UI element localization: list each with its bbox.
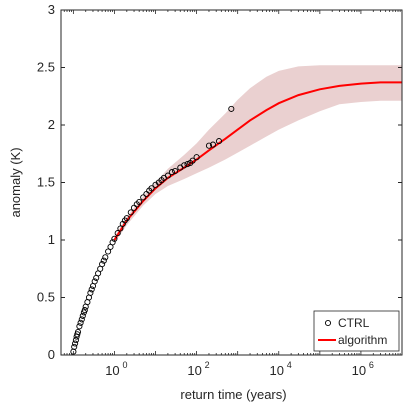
ctrl-point	[78, 316, 85, 323]
ctrl-point	[114, 230, 121, 237]
ctrl-point	[228, 105, 235, 112]
ctrl-point	[79, 312, 86, 319]
x-axis-title: return time (years)	[180, 387, 286, 402]
ctrl-point	[77, 319, 84, 326]
ctrl-point	[72, 337, 79, 344]
ctrl-point	[172, 167, 179, 175]
y-tick-label: 1	[48, 232, 55, 247]
ctrl-point	[88, 286, 95, 293]
ctrl-point	[74, 328, 82, 336]
ctrl-point	[205, 142, 213, 149]
legend-ctrl-label: CTRL	[338, 316, 370, 330]
y-tick-label: 0.5	[37, 290, 55, 305]
legend-box	[313, 310, 400, 352]
ctrl-point	[140, 194, 147, 201]
ctrl-points-layer	[70, 105, 235, 355]
ctrl-point	[76, 323, 83, 330]
ctrl-point	[71, 343, 78, 350]
ctrl-point	[81, 307, 88, 314]
y-tick-label: 3	[48, 2, 55, 17]
ctrl-point	[91, 278, 98, 285]
legend: CTRL algorithm	[313, 310, 400, 352]
ctrl-point	[109, 239, 116, 246]
x-tick-label: 10	[352, 363, 366, 378]
ctrl-point	[72, 340, 79, 347]
x-tick-label-exponent: 2	[205, 360, 210, 370]
ctrl-point	[99, 261, 106, 268]
legend-algorithm-label: algorithm	[338, 333, 387, 347]
x-tick-label: 10	[187, 363, 201, 378]
x-tick-label-exponent: 4	[287, 360, 292, 370]
y-tick-label: 2.5	[37, 60, 55, 75]
x-tick-label: 10	[270, 363, 284, 378]
algorithm-uncertainty-band	[114, 65, 403, 244]
y-tick-label: 2	[48, 117, 55, 132]
ctrl-point	[87, 289, 94, 296]
x-tick-label-exponent: 6	[369, 360, 374, 370]
ctrl-point	[105, 248, 112, 255]
ctrl-point	[181, 162, 188, 169]
algorithm-line	[113, 81, 402, 241]
ctrl-point	[189, 157, 196, 164]
ctrl-point	[215, 138, 223, 145]
ctrl-point	[148, 185, 155, 192]
ctrl-point	[123, 215, 130, 222]
ctrl-point	[193, 154, 200, 161]
ctrl-point	[111, 235, 118, 242]
y-axis-title: anomaly (K)	[8, 147, 23, 217]
y-tick-label: 1.5	[37, 175, 55, 190]
ctrl-point	[100, 257, 107, 264]
plot-frame	[60, 9, 403, 356]
ctrl-point	[184, 161, 191, 168]
ctrl-point	[168, 169, 175, 176]
legend-ctrl-marker	[324, 319, 332, 327]
x-tick-label-exponent: 0	[122, 360, 127, 370]
y-tick-label: 0	[48, 347, 55, 362]
ctrl-point	[127, 209, 134, 216]
ctrl-point	[209, 141, 217, 148]
algorithm-line-layer	[113, 81, 402, 241]
ctrl-point	[164, 172, 171, 179]
ctrl-point	[136, 198, 143, 206]
ctrl-point	[102, 254, 109, 261]
x-tick-label: 10	[105, 363, 119, 378]
uncertainty-band-layer	[114, 65, 403, 244]
ctrl-point	[117, 225, 124, 232]
